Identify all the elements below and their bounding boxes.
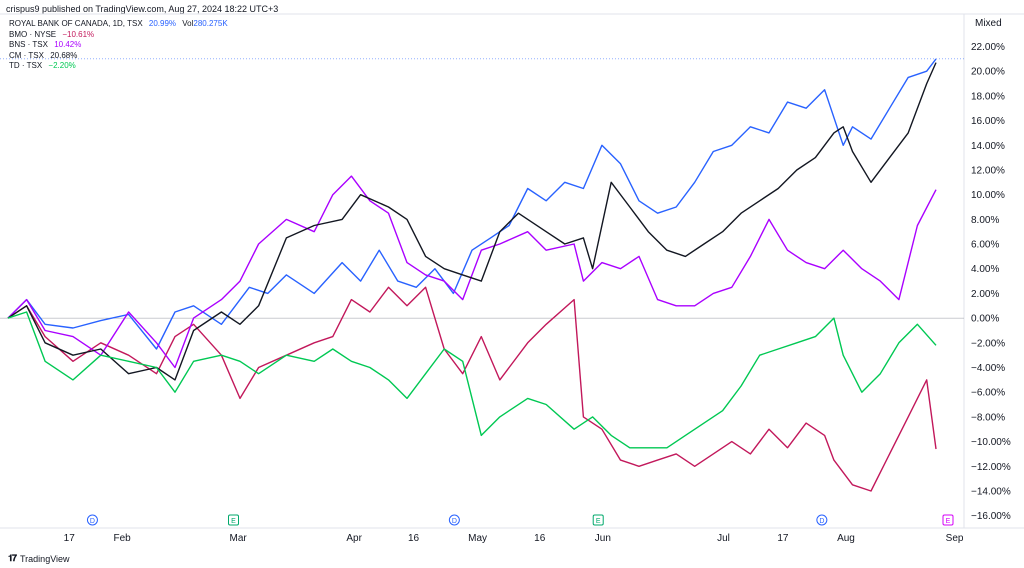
y-tick-label: −10.00% — [971, 437, 1011, 448]
series-line — [7, 175, 937, 369]
legend-row-td[interactable]: TD · TSX −2.20% — [9, 61, 228, 72]
legend-row-bmo[interactable]: BMO · NYSE −10.61% — [9, 30, 228, 41]
marker-label: D — [452, 518, 457, 525]
y-tick-label: −16.00% — [971, 511, 1011, 522]
x-tick-label: 17 — [777, 533, 789, 544]
publish-line: crispus9 published on TradingView.com, A… — [6, 4, 279, 14]
legend-symbol: CM · TSX — [9, 50, 44, 60]
marker-label: E — [946, 518, 951, 525]
y-tick-label: −14.00% — [971, 486, 1011, 497]
y-tick-label: −8.00% — [971, 412, 1005, 423]
y-tick-label: 8.00% — [971, 215, 999, 226]
y-tick-label: 10.00% — [971, 190, 1005, 201]
marker-label: E — [231, 518, 236, 525]
legend-symbol: BMO · NYSE — [9, 29, 57, 39]
y-tick-label: 22.00% — [971, 42, 1005, 53]
marker-label: E — [596, 518, 601, 525]
x-tick-label: Mar — [230, 533, 248, 544]
legend: ROYAL BANK OF CANADA, 1D, TSX 20.99% Vol… — [9, 19, 228, 72]
earnings-marker-icon — [592, 514, 604, 526]
x-tick-label: 16 — [408, 533, 420, 544]
x-tick-label: Sep — [946, 533, 964, 544]
dividend-marker-icon — [816, 514, 828, 526]
y-tick-label: 0.00% — [971, 314, 999, 325]
scale-mode-label[interactable]: Mixed — [975, 18, 1002, 29]
dividend-marker-icon — [448, 514, 460, 526]
legend-vol-label: Vol — [182, 19, 194, 28]
y-tick-label: 2.00% — [971, 289, 999, 300]
earnings-marker-icon — [942, 514, 954, 526]
y-tick-label: −4.00% — [971, 363, 1005, 374]
y-tick-label: 18.00% — [971, 91, 1005, 102]
series-line — [7, 62, 937, 381]
y-tick-label: 16.00% — [971, 116, 1005, 127]
y-tick-label: 20.00% — [971, 67, 1005, 78]
legend-value: −10.61% — [62, 29, 95, 39]
legend-value: 10.42% — [54, 40, 82, 49]
legend-symbol: TD · TSX — [9, 61, 43, 70]
legend-symbol: ROYAL BANK OF CANADA, 1D, TSX — [9, 19, 143, 28]
dividend-marker-icon — [86, 514, 98, 526]
earnings-marker-icon — [228, 514, 240, 526]
legend-row-cm[interactable]: CM · TSX 20.68% — [9, 51, 228, 62]
legend-value: −2.20% — [48, 61, 76, 70]
marker-label: D — [90, 518, 95, 525]
x-tick-label: Feb — [114, 533, 132, 544]
y-tick-label: 4.00% — [971, 264, 999, 275]
legend-row-ry[interactable]: ROYAL BANK OF CANADA, 1D, TSX 20.99% Vol… — [9, 19, 228, 30]
y-tick-label: 14.00% — [971, 141, 1005, 152]
brand: 𝟏𝟕 TradingView — [8, 553, 70, 564]
legend-row-bns[interactable]: BNS · TSX 10.42% — [9, 40, 228, 51]
marker-label: D — [819, 518, 824, 525]
series-line — [7, 58, 937, 350]
y-tick-label: −2.00% — [971, 338, 1005, 349]
legend-value: 20.99% — [148, 19, 177, 28]
legend-symbol: BNS · TSX — [9, 40, 48, 49]
y-tick-label: 12.00% — [971, 165, 1005, 176]
x-tick-label: 17 — [64, 533, 76, 544]
x-tick-label: 16 — [534, 533, 546, 544]
brand-label: TradingView — [20, 553, 70, 564]
y-tick-label: 6.00% — [971, 240, 999, 251]
legend-value: 20.68% — [50, 50, 78, 60]
x-tick-label: Aug — [837, 533, 855, 544]
tradingview-logo-icon: 𝟏𝟕 — [8, 553, 17, 563]
x-tick-label: Apr — [346, 533, 362, 544]
x-tick-label: Jun — [595, 533, 611, 544]
y-tick-label: −6.00% — [971, 388, 1005, 399]
x-tick-label: Jul — [717, 533, 730, 544]
x-tick-label: May — [468, 533, 487, 544]
y-tick-label: −12.00% — [971, 462, 1011, 473]
legend-vol-value: 280.275K — [193, 19, 228, 28]
